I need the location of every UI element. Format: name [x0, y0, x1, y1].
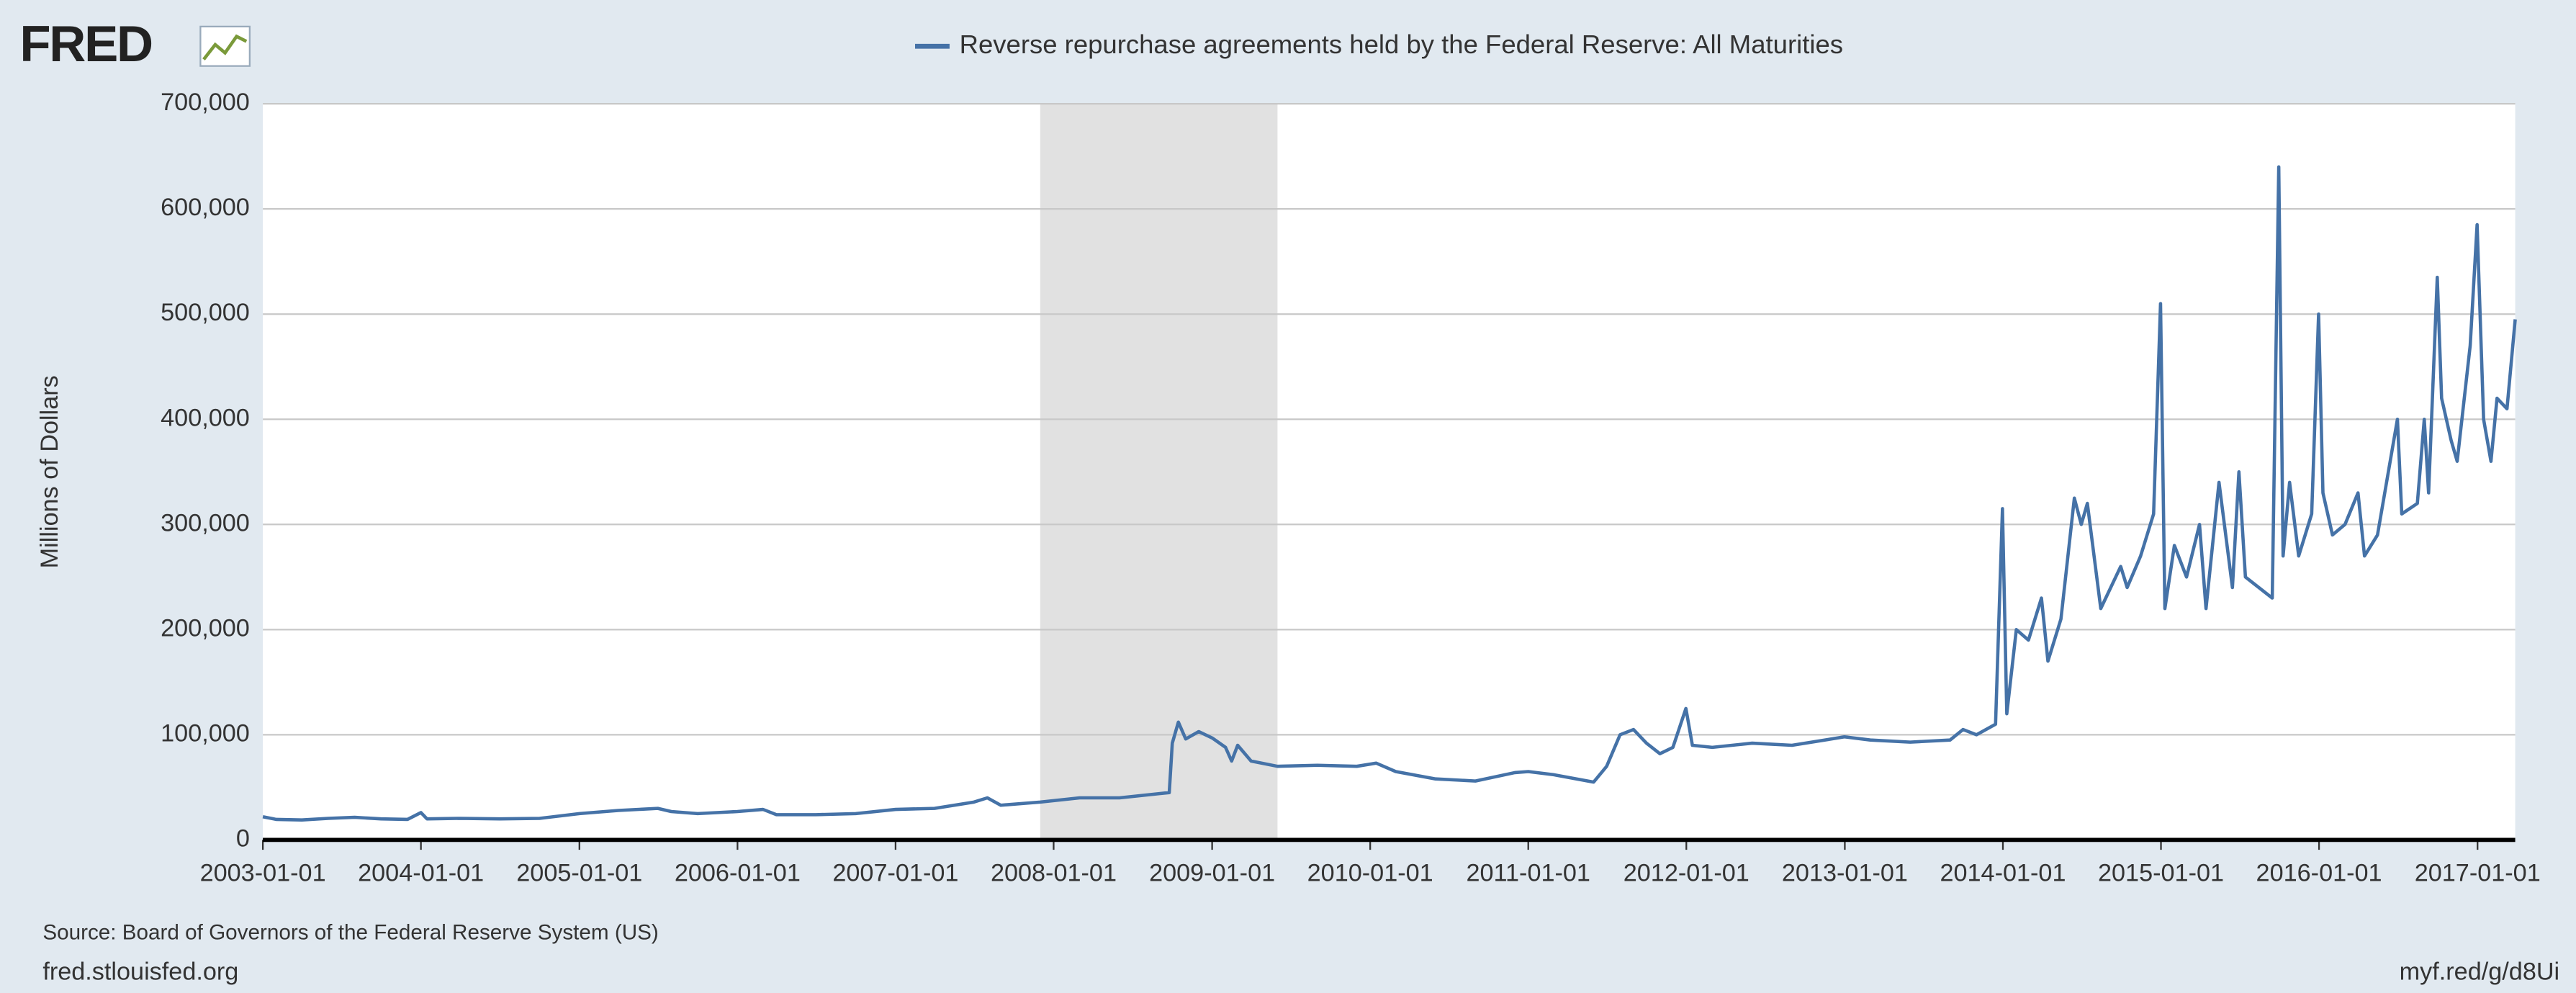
x-tick-label: 2009-01-01 [1149, 859, 1275, 886]
y-tick-label: 500,000 [161, 299, 250, 326]
x-tick-label: 2010-01-01 [1307, 859, 1433, 886]
x-tick-label: 2014-01-01 [1940, 859, 2066, 886]
x-tick-label: 2012-01-01 [1623, 859, 1749, 886]
y-tick-label: 600,000 [161, 194, 250, 221]
y-axis-label: Millions of Dollars [36, 375, 63, 568]
x-tick-label: 2016-01-01 [2256, 859, 2382, 886]
y-tick-label: 200,000 [161, 614, 250, 642]
y-tick-label: 100,000 [161, 719, 250, 747]
plot-area: 0 100,000 200,000 300,000 400,000 500,000 600,… [161, 89, 2541, 886]
x-tick-label: 2017-01-01 [2415, 859, 2541, 886]
x-tick-label: 2011-01-01 [1466, 859, 1590, 886]
logo: FRED [19, 15, 152, 72]
recession-shading [1040, 104, 1278, 840]
y-tick-label: 0 [236, 824, 250, 852]
x-tick-label: 2006-01-01 [675, 859, 801, 886]
x-tick-label: 2007-01-01 [832, 859, 958, 886]
source: Source: Board of Governors of the Federa… [42, 920, 658, 944]
plot-background [263, 104, 2516, 840]
y-tick-label: 400,000 [161, 404, 250, 431]
y-tick-label: 700,000 [161, 89, 250, 116]
x-tick-label: 2004-01-01 [358, 859, 484, 886]
x-tick-label: 2003-01-01 [200, 859, 326, 886]
x-tick-label: 2008-01-01 [991, 859, 1117, 886]
x-tick-label: 2005-01-01 [516, 859, 642, 886]
x-tick-label: 2015-01-01 [2098, 859, 2224, 886]
logo-icon [199, 25, 251, 67]
footer-right: myf.red/g/d8Ui [2400, 958, 2560, 985]
footer-left: fred.stlouisfed.org [42, 958, 238, 985]
legend-label: Reverse repurchase agreements held by th… [960, 30, 1843, 59]
x-tick-label: 2013-01-01 [1782, 859, 1908, 886]
y-tick-label: 300,000 [161, 509, 250, 536]
data-line [262, 165, 2517, 822]
